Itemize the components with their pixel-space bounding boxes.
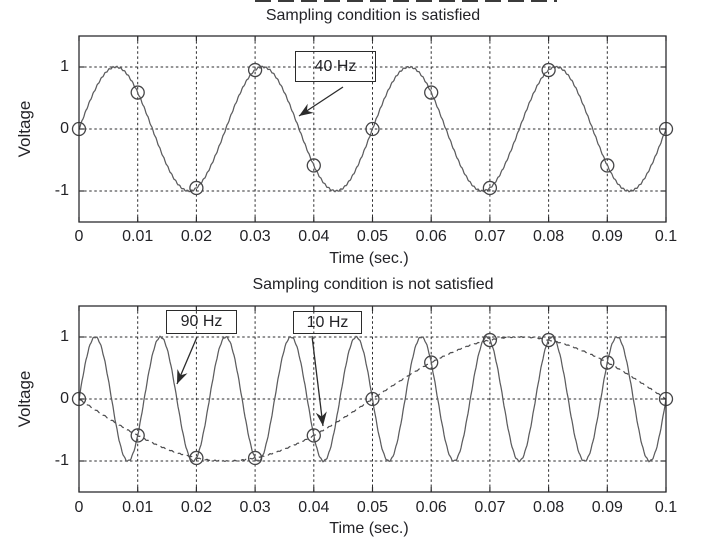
top-plot-title: Sampling condition is satisfied (265, 7, 481, 24)
bottom-plot-xtick-label: 0.08 (533, 499, 565, 516)
bottom-plot-sample-marker (247, 450, 263, 466)
top-plot-sample-marker (247, 62, 263, 78)
top-plot-sample-marker (306, 158, 321, 173)
top-plot-xtick-label: 0.05 (356, 228, 389, 245)
top-plot-sample-marker (482, 180, 498, 196)
annotation-arrowhead-icon (177, 369, 188, 384)
top-plot-sample-marker (365, 121, 380, 137)
bottom-plot-sample-marker (600, 355, 615, 370)
top-plot-xtick-label: 0.01 (122, 228, 154, 245)
bottom-plot-xtick-label: 0.09 (591, 499, 623, 516)
bottom-plot-xtick-label: 0.06 (415, 499, 447, 516)
bottom-plot-xtick-label: 0.1 (654, 499, 678, 516)
annotation-90hz-label: 90 Hz (166, 310, 237, 334)
bottom-plot-ytick-label: 0 (60, 390, 69, 407)
top-plot-xtick-label: 0.08 (533, 228, 565, 245)
top-plot-sample-marker (541, 62, 556, 78)
bottom-plot-sample-marker (424, 355, 439, 370)
top-plot-xlabel: Time (sec.) (329, 250, 409, 267)
top-plot-ytick-label: -1 (54, 182, 69, 199)
top-plot-sample-marker (130, 85, 145, 100)
bottom-plot-sample-marker (306, 428, 321, 443)
bottom-plot-sample-marker (365, 391, 380, 407)
crop-artifact (255, 0, 557, 2)
top-plot-xtick-label: 0 (74, 228, 84, 245)
bottom-plot-ytick-label: -1 (54, 452, 69, 469)
bottom-plot-xtick-label: 0.04 (298, 499, 330, 516)
annotation-10hz-label: 10 Hz (293, 311, 362, 334)
bottom-plot-sample-marker (482, 332, 498, 348)
top-plot-sample-marker (424, 85, 439, 100)
top-plot-ylabel: Voltage (15, 100, 34, 158)
bottom-plot-sample-marker (189, 450, 204, 466)
annotation-arrowhead-icon (315, 411, 327, 426)
top-plot-xtick-label: 0.09 (591, 228, 623, 245)
top-plot-curve-40hz (78, 65, 667, 193)
bottom-plot-xtick-label: 0.07 (474, 499, 506, 516)
bottom-plot-sample-marker (130, 428, 145, 443)
top-plot-xtick-label: 0.1 (654, 228, 678, 245)
annotation-arrowhead-icon (299, 103, 314, 116)
bottom-plot-curve-10hz (78, 335, 666, 463)
bottom-plot-ytick-label: 1 (60, 328, 69, 345)
annotation-40hz-label: 40 Hz (295, 51, 376, 82)
bottom-plot-xtick-label: 0.03 (239, 499, 271, 516)
top-plot-xtick-label: 0.07 (474, 228, 506, 245)
top-plot-xtick-label: 0.02 (180, 228, 212, 245)
top-plot-sample-marker (600, 158, 615, 173)
top-plot-xtick-label: 0.04 (298, 228, 330, 245)
top-plot-ytick-label: 1 (60, 58, 69, 75)
top-plot-ytick-label: 0 (60, 120, 69, 137)
bottom-plot-ylabel: Voltage (15, 370, 34, 428)
bottom-plot-xtick-label: 0.02 (180, 499, 212, 516)
bottom-plot-title: Sampling condition is not satisfied (252, 276, 494, 293)
bottom-plot-xtick-label: 0 (74, 499, 84, 516)
top-plot-xtick-label: 0.03 (239, 228, 271, 245)
bottom-plot-xtick-label: 0.01 (122, 499, 154, 516)
top-plot-xtick-label: 0.06 (415, 228, 447, 245)
bottom-plot-curve-90hz (78, 335, 667, 463)
top-plot-sample-marker (189, 180, 204, 196)
bottom-plot-sample-marker (541, 332, 556, 348)
bottom-plot-xtick-label: 0.05 (356, 499, 389, 516)
bottom-plot-xlabel: Time (sec.) (329, 520, 409, 537)
annotation-arrow-line (311, 335, 324, 427)
